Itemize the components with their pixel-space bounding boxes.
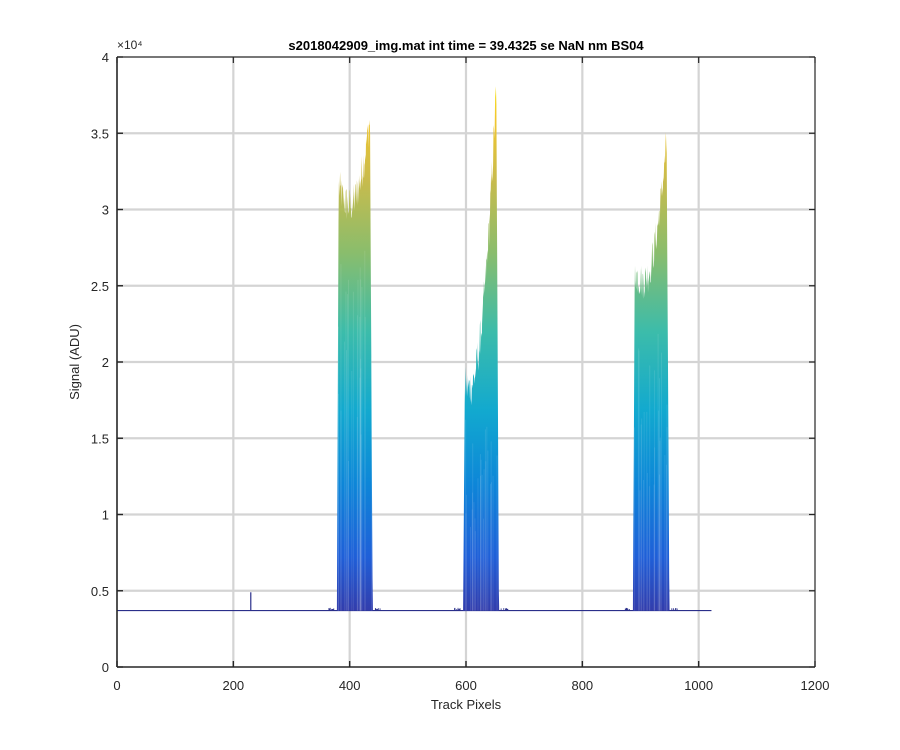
y-axis-title: Signal (ADU) xyxy=(67,324,82,400)
peak-1 xyxy=(336,119,373,611)
x-tick-label: 800 xyxy=(571,678,593,693)
x-axis-title: Track Pixels xyxy=(431,697,502,712)
y-tick-label: 3.5 xyxy=(91,126,109,141)
y-tick-label: 1.5 xyxy=(91,431,109,446)
y-tick-label: 1 xyxy=(102,508,109,523)
x-tick-label: 600 xyxy=(455,678,477,693)
y-tick-label: 2.5 xyxy=(91,279,109,294)
y-tick-label: 3 xyxy=(102,203,109,218)
peak-2 xyxy=(463,86,500,611)
data-layer xyxy=(117,86,712,612)
y-tick-label: 0.5 xyxy=(91,584,109,599)
x-tick-label: 400 xyxy=(339,678,361,693)
x-tick-label: 0 xyxy=(113,678,120,693)
y-tick-label: 0 xyxy=(102,660,109,675)
x-tick-label: 200 xyxy=(222,678,244,693)
x-tick-label: 1200 xyxy=(801,678,830,693)
chart-title: s2018042909_img.mat int time = 39.4325 s… xyxy=(288,38,644,53)
y-exponent-label: ×10⁴ xyxy=(117,38,143,52)
y-tick-label: 2 xyxy=(102,355,109,370)
y-tick-label: 4 xyxy=(102,50,109,65)
axes: 0 200 400 600 800 1000 1200 0 0.5 1 1.5 2 2.5 3 3.5 4 xyxy=(91,50,830,693)
peak-3 xyxy=(632,132,670,611)
x-tick-label: 1000 xyxy=(684,678,713,693)
